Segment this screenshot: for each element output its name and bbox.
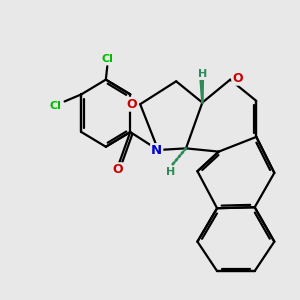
Text: Cl: Cl — [50, 101, 62, 111]
Text: H: H — [166, 167, 175, 177]
Text: N: N — [151, 144, 162, 157]
Text: H: H — [198, 69, 207, 79]
Text: O: O — [232, 72, 243, 85]
Text: Cl: Cl — [101, 54, 113, 64]
Text: O: O — [127, 98, 137, 111]
Text: O: O — [112, 163, 123, 176]
